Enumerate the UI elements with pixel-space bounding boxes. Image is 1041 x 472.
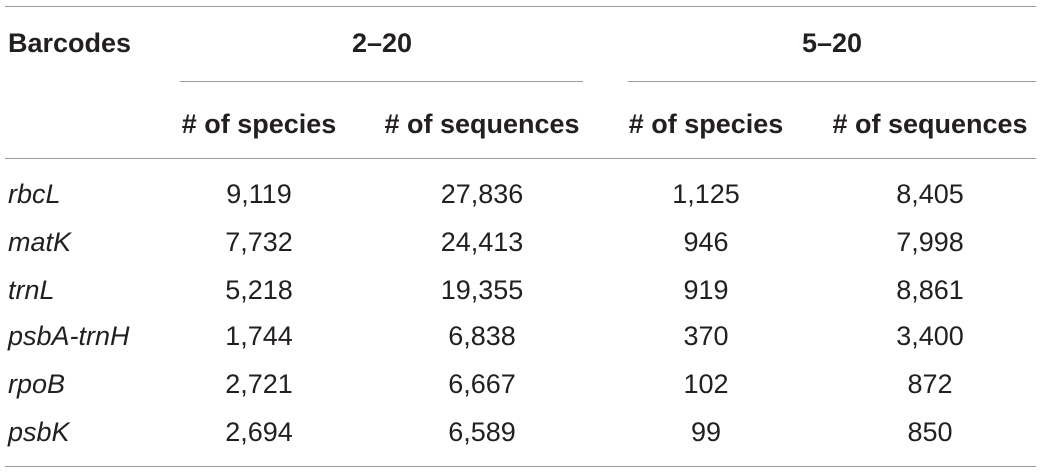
barcode-label: psbA-trnH [8,321,130,351]
table-cell: 99 [690,417,722,447]
barcode-label: psbK [8,417,70,447]
table-cell: 102 [683,369,729,399]
table-cell: 6,838 [448,321,516,351]
stub-header: Barcodes [8,28,132,58]
table-cell: 5,218 [225,275,293,305]
table-cell: 1,125 [672,179,740,209]
table-cell: 1,744 [225,321,293,351]
table-cell: 7,732 [225,227,293,257]
group-5-20-underline [628,81,1036,82]
table-cell: 872 [907,369,953,399]
table-cell: 6,667 [448,369,516,399]
col-header-species-2-20: # of species [181,109,337,139]
table-cell: 2,694 [225,417,293,447]
col-header-sequences-5-20: # of sequences [832,109,1028,139]
table-cell: 8,405 [896,179,964,209]
table-cell: 9,119 [226,179,292,209]
table-cell: 7,998 [896,227,964,257]
header-bottom-rule [5,158,1036,159]
barcode-label: rbcL [8,179,61,209]
table-cell: 3,400 [896,321,964,351]
table-top-rule [5,6,1036,7]
table-cell: 8,861 [896,275,964,305]
table-cell: 946 [683,227,729,257]
barcode-label: trnL [8,275,55,305]
group-header-2-20: 2–20 [351,28,413,58]
table-cell: 27,836 [440,179,524,209]
col-header-sequences-2-20: # of sequences [384,109,580,139]
table-cell: 24,413 [440,227,524,257]
group-2-20-underline [180,81,583,82]
table-cell: 919 [683,275,729,305]
table-cell: 6,589 [448,417,516,447]
table-cell: 19,355 [440,275,524,305]
group-header-5-20: 5–20 [801,28,863,58]
table-bottom-rule [5,466,1036,467]
barcode-label: rpoB [8,369,66,399]
table-cell: 850 [907,417,953,447]
table-cell: 2,721 [225,369,293,399]
col-header-species-5-20: # of species [628,109,784,139]
barcode-label: matK [8,227,72,257]
table-cell: 370 [683,321,729,351]
